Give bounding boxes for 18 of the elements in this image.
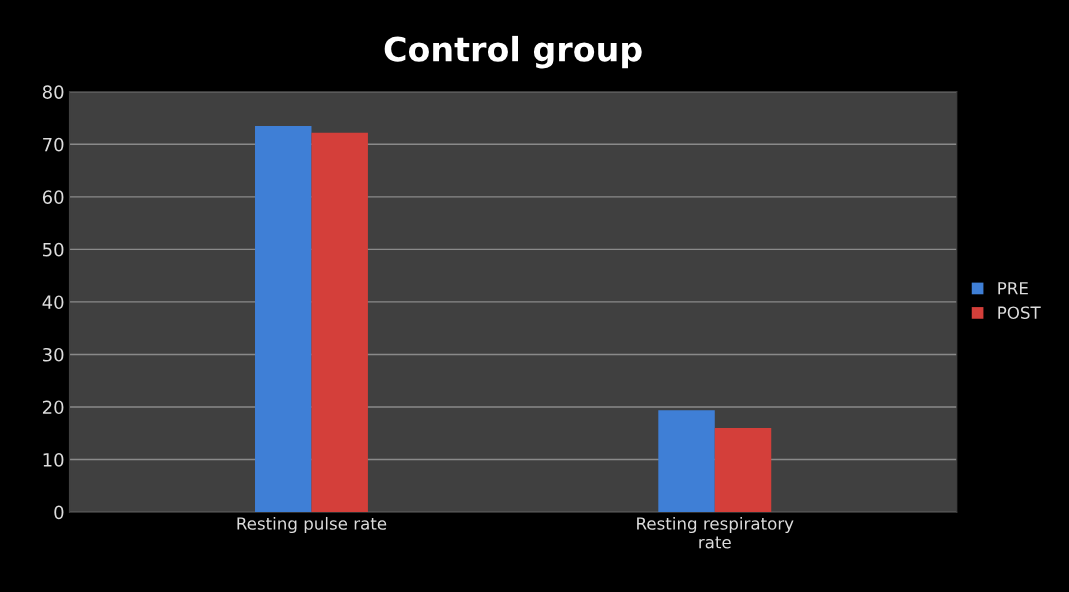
legend-label: POST <box>998 306 1041 319</box>
bar <box>311 132 368 513</box>
bar <box>255 125 312 513</box>
y-tick-label: 30 <box>43 347 64 362</box>
y-tick-label: 80 <box>42 85 64 99</box>
y-tick-label: 10 <box>43 453 64 467</box>
y-tick-label: 50 <box>43 242 64 257</box>
y-tick-label: 70 <box>43 137 64 152</box>
y-tick-label: 0 <box>54 505 64 520</box>
x-tick-label: Resting respiratory rate <box>637 516 794 549</box>
y-tick-label: 20 <box>42 400 64 415</box>
y-tick-label: 40 <box>42 295 64 310</box>
bar <box>714 428 772 513</box>
legend-label: PRE <box>998 282 1028 295</box>
x-tick-label: Resting pulse rate <box>237 516 387 534</box>
bar <box>658 410 715 513</box>
y-tick-label: 60 <box>42 190 64 204</box>
chart-title: Control group <box>384 35 642 69</box>
